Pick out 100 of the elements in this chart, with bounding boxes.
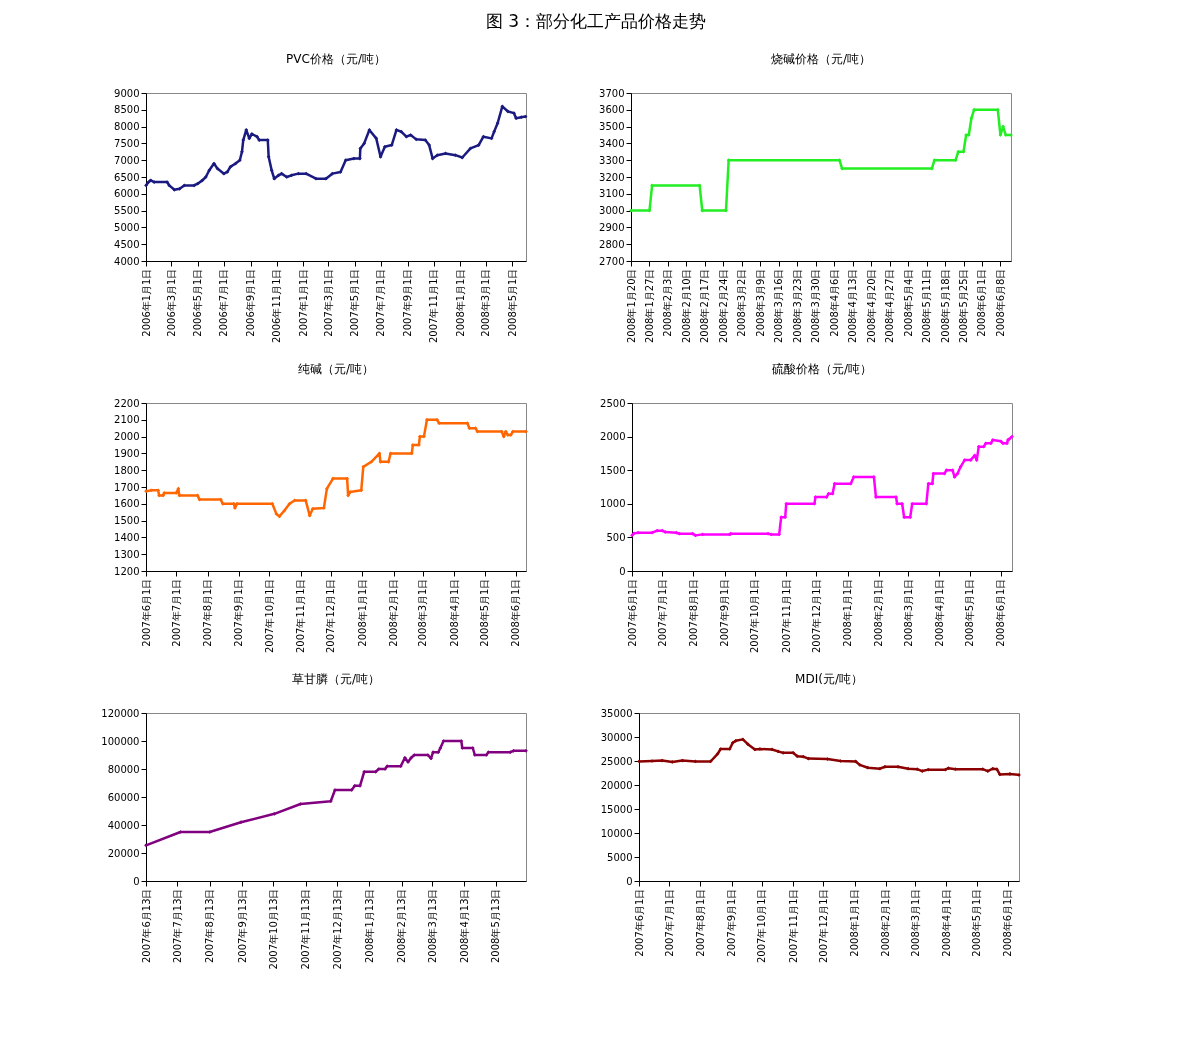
x-tick-label: 2007年6月1日 xyxy=(140,578,152,647)
y-tick-label: 0 xyxy=(133,875,140,887)
y-tick-label: 6000 xyxy=(114,188,140,200)
x-tick-label: 2008年4月27日 xyxy=(884,268,896,344)
y-tick-label: 3300 xyxy=(599,154,625,166)
y-tick-label: 2700 xyxy=(599,255,625,267)
x-tick-label: 2007年11月13日 xyxy=(300,888,312,970)
x-tick-label: 2008年1月1日 xyxy=(849,888,861,957)
x-tick-label: 2008年3月16日 xyxy=(773,268,785,344)
x-tick-label: 2007年8月1日 xyxy=(694,888,706,957)
y-tick-label: 7500 xyxy=(114,137,140,149)
y-tick-label: 120000 xyxy=(101,707,140,719)
y-tick-label: 2000 xyxy=(600,431,626,443)
x-tick-label: 2008年1月1日 xyxy=(842,578,854,647)
chart-title: PVC价格（元/吨） xyxy=(286,52,386,66)
x-tick-label: 2007年7月13日 xyxy=(171,888,183,964)
x-tick-label: 2008年1月13日 xyxy=(363,888,375,964)
x-tick-label: 2008年2月24日 xyxy=(717,268,729,344)
x-tick-label: 2007年8月1日 xyxy=(202,578,214,647)
x-tick-label: 2008年2月1日 xyxy=(873,578,885,647)
x-tick-label: 2006年9月1日 xyxy=(245,268,257,337)
x-tick-label: 2006年5月1日 xyxy=(192,268,204,337)
x-tick-label: 2008年5月1日 xyxy=(479,578,491,647)
x-tick-label: 2008年3月13日 xyxy=(426,888,438,964)
x-tick-label: 2007年9月13日 xyxy=(236,888,248,964)
y-tick-label: 3100 xyxy=(599,188,625,200)
y-tick-label: 1900 xyxy=(114,447,140,459)
y-tick-label: 2900 xyxy=(599,221,625,233)
x-tick-label: 2007年3月1日 xyxy=(322,268,334,337)
y-tick-label: 2100 xyxy=(114,414,140,426)
y-tick-label: 3700 xyxy=(599,87,625,99)
y-tick-label: 500 xyxy=(606,531,626,543)
x-tick-label: 2007年10月1日 xyxy=(263,578,275,654)
x-tick-label: 2006年3月1日 xyxy=(165,268,177,337)
x-tick-label: 2006年11月1日 xyxy=(271,268,283,344)
y-tick-label: 80000 xyxy=(107,763,140,775)
x-tick-label: 2007年10月1日 xyxy=(749,578,761,654)
text: 图 3：部分化工产品价格走势 xyxy=(485,11,707,31)
y-tick-label: 25000 xyxy=(600,755,633,767)
x-tick-label: 2008年2月10日 xyxy=(680,268,692,344)
chart-title: 草甘膦（元/吨） xyxy=(291,672,381,686)
y-tick-label: 1500 xyxy=(114,515,140,527)
x-tick-label: 2007年9月1日 xyxy=(233,578,245,647)
x-tick-label: 2008年4月13日 xyxy=(458,888,470,964)
x-tick-label: 2007年7月1日 xyxy=(663,888,675,957)
y-tick-label: 35000 xyxy=(600,707,633,719)
y-tick-label: 100000 xyxy=(101,735,140,747)
x-tick-label: 2008年1月1日 xyxy=(454,268,466,337)
x-tick-label: 2007年11月1日 xyxy=(787,888,799,964)
x-tick-label: 2008年5月11日 xyxy=(921,268,933,344)
x-tick-label: 2008年6月8日 xyxy=(994,268,1006,337)
y-tick-label: 1300 xyxy=(114,548,140,560)
x-tick-label: 2007年5月1日 xyxy=(349,268,361,337)
y-tick-label: 15000 xyxy=(600,803,633,815)
y-tick-label: 7000 xyxy=(114,154,140,166)
x-tick-label: 2008年4月13日 xyxy=(847,268,859,344)
y-tick-label: 4500 xyxy=(114,238,140,250)
y-tick-label: 1400 xyxy=(114,531,140,543)
chart-title: 纯碱（元/吨） xyxy=(297,362,375,376)
x-tick-label: 2007年1月1日 xyxy=(297,268,309,337)
x-tick-label: 2008年5月1日 xyxy=(506,268,518,337)
x-tick-label: 2007年9月1日 xyxy=(719,578,731,647)
x-tick-label: 2007年8月1日 xyxy=(687,578,699,647)
x-tick-label: 2008年2月1日 xyxy=(388,578,400,647)
y-tick-label: 0 xyxy=(626,875,633,887)
x-tick-label: 2007年8月13日 xyxy=(204,888,216,964)
y-tick-label: 60000 xyxy=(107,791,140,803)
y-tick-label: 1700 xyxy=(114,481,140,493)
x-tick-label: 2008年6月1日 xyxy=(510,578,522,647)
x-tick-label: 2007年11月1日 xyxy=(780,578,792,654)
x-tick-label: 2007年6月1日 xyxy=(626,578,638,647)
x-tick-label: 2007年9月1日 xyxy=(726,888,738,957)
x-tick-label: 2008年4月6日 xyxy=(828,268,840,337)
y-tick-label: 8500 xyxy=(114,104,140,116)
x-tick-label: 2008年1月27日 xyxy=(643,268,655,344)
y-tick-label: 3400 xyxy=(599,137,625,149)
chart-title: MDI(元/吨） xyxy=(795,672,863,686)
x-tick-label: 2008年5月25日 xyxy=(958,268,969,344)
chart-title: 硫酸价格（元/吨） xyxy=(771,362,873,376)
x-tick-label: 2007年10月1日 xyxy=(756,888,768,964)
x-tick-label: 2008年6月1日 xyxy=(976,268,988,337)
x-tick-label: 2008年5月4日 xyxy=(902,268,914,337)
x-tick-label: 2008年5月1日 xyxy=(971,888,983,957)
x-tick-label: 2008年2月13日 xyxy=(396,888,408,964)
x-tick-label: 2007年12月13日 xyxy=(331,888,343,970)
x-tick-label: 2007年6月1日 xyxy=(633,888,645,957)
x-tick-label: 2007年7月1日 xyxy=(170,578,182,647)
y-tick-label: 5500 xyxy=(114,205,140,217)
chart-title: 烧碱价格（元/吨） xyxy=(770,52,872,66)
y-tick-label: 0 xyxy=(619,565,626,577)
y-tick-label: 3000 xyxy=(599,205,625,217)
y-tick-label: 3500 xyxy=(599,121,625,133)
x-tick-label: 2007年10月13日 xyxy=(267,888,279,970)
x-tick-label: 2008年5月18日 xyxy=(939,268,951,344)
y-tick-label: 1500 xyxy=(600,464,626,476)
y-tick-label: 20000 xyxy=(107,847,140,859)
y-tick-label: 1800 xyxy=(114,464,140,476)
y-tick-label: 1600 xyxy=(114,498,140,510)
y-tick-label: 2800 xyxy=(599,238,625,250)
x-tick-label: 2007年12月1日 xyxy=(817,888,829,964)
